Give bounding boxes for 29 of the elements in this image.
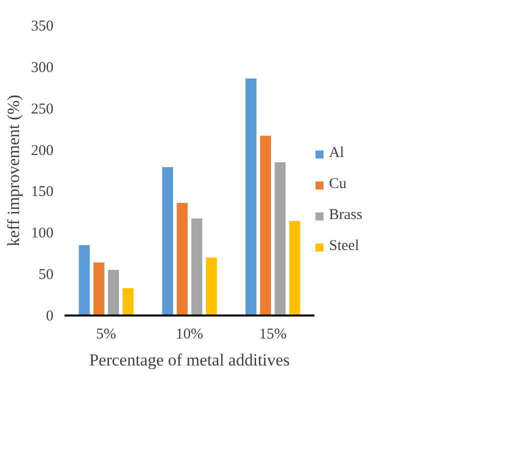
bar	[289, 221, 300, 316]
y-tick-label: 300	[31, 60, 54, 76]
bar	[274, 162, 286, 316]
bar	[191, 218, 202, 316]
bar	[108, 270, 119, 316]
legend-label: Al	[329, 145, 345, 162]
x-tick-label: 10%	[176, 326, 204, 342]
bar	[122, 288, 134, 316]
y-tick-label: 50	[38, 267, 54, 284]
y-tick-label: 200	[31, 142, 54, 159]
x-tick-label: 15%	[259, 326, 287, 342]
bar	[206, 258, 217, 316]
y-tick-label: 100	[31, 226, 54, 242]
legend-label: Brass	[329, 207, 362, 224]
y-axis-title: keff improvement (%)	[4, 94, 23, 246]
bar	[93, 262, 104, 316]
bar	[176, 202, 188, 316]
bar	[245, 78, 256, 316]
y-tick-label: 150	[31, 184, 54, 200]
legend-label: Steel	[329, 238, 359, 255]
bar	[162, 167, 174, 316]
bar	[260, 136, 272, 316]
x-axis-title: Percentage of metal additives	[89, 350, 290, 370]
y-tick-label: 0	[46, 308, 54, 324]
y-tick-label: 350	[31, 18, 54, 34]
legend-label: Cu	[329, 176, 348, 193]
bar	[78, 245, 90, 316]
y-tick-label: 250	[31, 101, 54, 118]
x-tick-label: 5%	[96, 326, 116, 342]
